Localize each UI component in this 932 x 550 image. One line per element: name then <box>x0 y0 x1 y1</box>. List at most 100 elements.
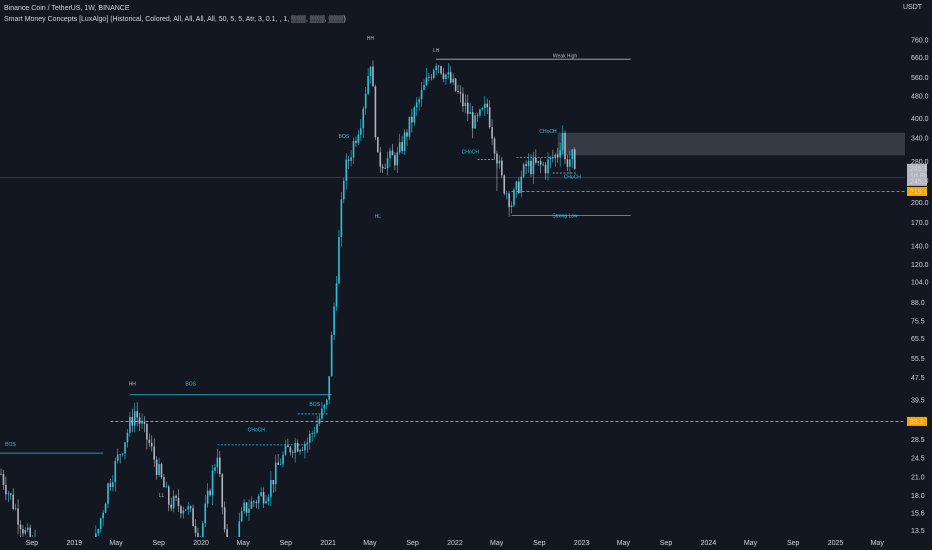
price-tick: 760.0 <box>911 38 929 45</box>
candle-body <box>462 93 464 107</box>
candle-body <box>238 521 241 542</box>
candle-body <box>483 103 486 109</box>
candle-body <box>573 149 576 169</box>
annotation-label: BOS <box>309 402 320 408</box>
candle-body <box>9 493 12 495</box>
time-tick: 2023 <box>574 540 590 547</box>
price-tick: 24.5 <box>911 456 925 463</box>
candle-body <box>408 116 411 137</box>
indicator-label[interactable]: Smart Money Concepts [LuxAlgo] (Historic… <box>4 16 346 23</box>
candle-body <box>556 154 559 158</box>
price-badge-label: 219.1 <box>910 189 928 196</box>
candle-body <box>496 153 498 164</box>
candle-body <box>325 399 328 405</box>
candle-body <box>253 501 255 503</box>
candle-body <box>420 89 423 100</box>
annotation-label: CHoCH <box>248 427 266 433</box>
candle-body <box>170 504 173 509</box>
candle-body <box>372 66 374 87</box>
candle-body <box>355 141 357 143</box>
candle-body <box>330 334 333 377</box>
candle-body <box>192 508 194 527</box>
candle-body <box>340 199 343 238</box>
candle-body <box>119 454 121 456</box>
candle-body <box>491 127 493 139</box>
candle-body <box>328 376 331 400</box>
price-tick: 39.5 <box>911 397 925 404</box>
candle-body <box>350 157 352 161</box>
candle-body <box>323 404 326 409</box>
candle-body <box>459 92 462 94</box>
candle-body <box>437 65 440 67</box>
candle-body <box>471 112 474 129</box>
annotation-label: BOS <box>339 134 350 140</box>
candle-body <box>99 518 102 529</box>
candle-body <box>240 511 243 522</box>
price-tick: 88.0 <box>911 300 925 307</box>
candle-body <box>131 417 134 426</box>
candle-body <box>289 447 292 453</box>
candle-body <box>360 128 362 135</box>
candle-body <box>547 159 549 174</box>
candle-body <box>469 112 472 114</box>
price-tick: 15.6 <box>911 510 925 517</box>
price-tick: 21.0 <box>911 474 925 481</box>
price-tick: 200.0 <box>911 200 929 207</box>
candle-body <box>214 467 216 471</box>
candle-body <box>304 443 306 451</box>
candle-body <box>146 423 148 440</box>
price-tick: 47.5 <box>911 375 925 382</box>
candle-body <box>102 512 104 519</box>
candle-body <box>219 457 221 475</box>
candle-body <box>260 492 262 496</box>
candle-body <box>5 484 7 495</box>
candle-body <box>180 506 182 514</box>
candle-body <box>569 159 571 167</box>
candle-body <box>167 486 170 505</box>
time-tick: Sep <box>787 540 800 547</box>
candle-body <box>445 74 447 79</box>
annotation-label: HL <box>375 214 382 220</box>
candle-body <box>153 446 155 460</box>
candle-body <box>343 180 345 200</box>
candle-body <box>12 494 14 509</box>
price-tick: 28.5 <box>911 437 925 444</box>
candle-body <box>104 503 107 513</box>
candle-body <box>535 157 537 163</box>
candle-body <box>476 115 479 117</box>
candle-body <box>396 152 399 166</box>
candle-body <box>379 152 382 167</box>
time-tick: 2025 <box>828 540 844 547</box>
price-tick: 340.0 <box>911 136 929 143</box>
candle-body <box>306 442 309 444</box>
candle-body <box>148 439 151 443</box>
candle-body <box>0 473 2 475</box>
candle-body <box>539 161 542 165</box>
candle-body <box>381 166 384 169</box>
candle-body <box>299 450 301 452</box>
price-tick: 120.0 <box>911 262 929 269</box>
candle-body <box>510 205 513 208</box>
candle-body <box>423 85 425 90</box>
candle-body <box>265 501 267 504</box>
time-tick: May <box>490 540 504 547</box>
symbol-title[interactable]: Binance Coin / TetherUS, 1W, BINANCE <box>4 5 130 12</box>
candle-body <box>172 495 175 509</box>
price-badge <box>907 416 927 426</box>
time-tick: 2022 <box>447 540 463 547</box>
candle-body <box>262 492 265 504</box>
candle-body <box>277 462 279 465</box>
price-tick: 140.0 <box>911 243 929 250</box>
candle-body <box>403 132 406 151</box>
price-badge <box>907 170 927 180</box>
candle-body <box>19 524 22 530</box>
price-tick: 65.5 <box>911 336 925 343</box>
candle-body <box>488 107 491 128</box>
candle-body <box>216 457 219 468</box>
candle-body <box>308 433 311 443</box>
candle-body <box>291 452 294 453</box>
candle-body <box>284 445 287 455</box>
